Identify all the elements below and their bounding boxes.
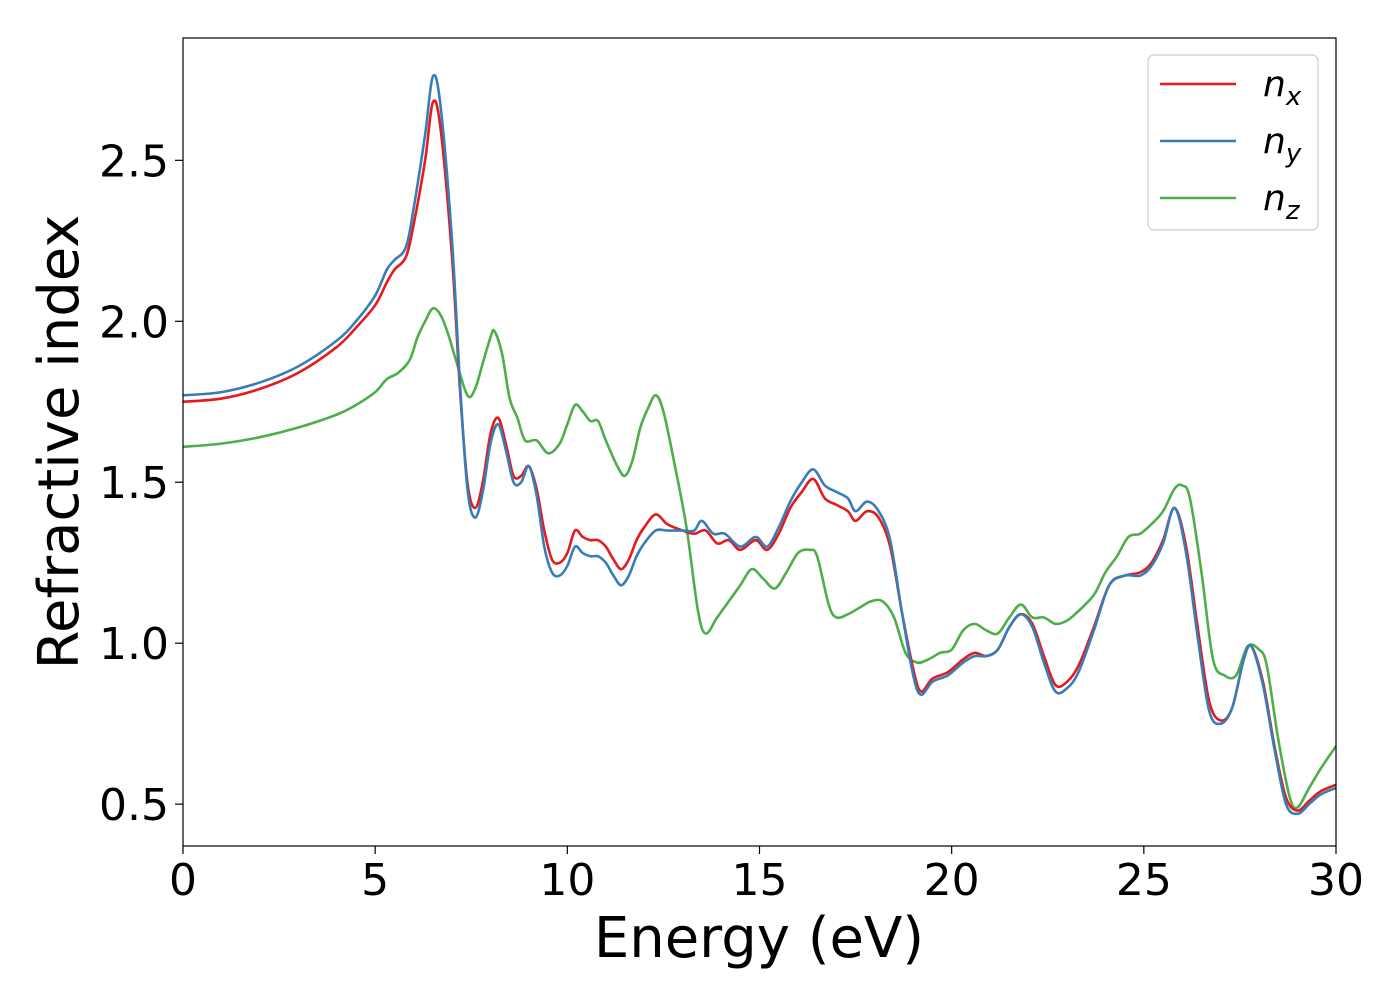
x-tick-label: 0 bbox=[169, 855, 197, 906]
legend-label: nx bbox=[1263, 64, 1302, 112]
x-tick-label: 20 bbox=[924, 855, 980, 906]
y-tick-label: 1.5 bbox=[99, 458, 169, 509]
series-line-n-z bbox=[183, 306, 1336, 810]
x-tick-label: 25 bbox=[1116, 855, 1172, 906]
y-axis: 0.5 1.0 1.5 2.0 2.5 bbox=[99, 136, 183, 831]
y-tick-label: 0.5 bbox=[99, 780, 169, 831]
x-tick-label: 15 bbox=[732, 855, 788, 906]
y-tick-label: 2.0 bbox=[99, 297, 169, 348]
y-axis-label: Refractive index bbox=[27, 215, 92, 670]
y-tick-label: 2.5 bbox=[99, 136, 169, 187]
legend-label: ny bbox=[1263, 121, 1302, 169]
series-line-n-y bbox=[183, 73, 1336, 816]
series-lines bbox=[183, 73, 1336, 816]
x-tick-label: 5 bbox=[361, 855, 389, 906]
x-axis-label: Energy (eV) bbox=[594, 906, 924, 971]
legend-box bbox=[1147, 54, 1319, 231]
y-tick-label: 1.0 bbox=[99, 619, 169, 670]
legend: nx ny nz bbox=[1147, 54, 1319, 231]
x-axis: 0 5 10 15 20 25 30 bbox=[169, 846, 1364, 906]
legend-label: nz bbox=[1263, 178, 1301, 226]
x-tick-label: 10 bbox=[539, 855, 595, 906]
x-tick-label: 30 bbox=[1308, 855, 1364, 906]
